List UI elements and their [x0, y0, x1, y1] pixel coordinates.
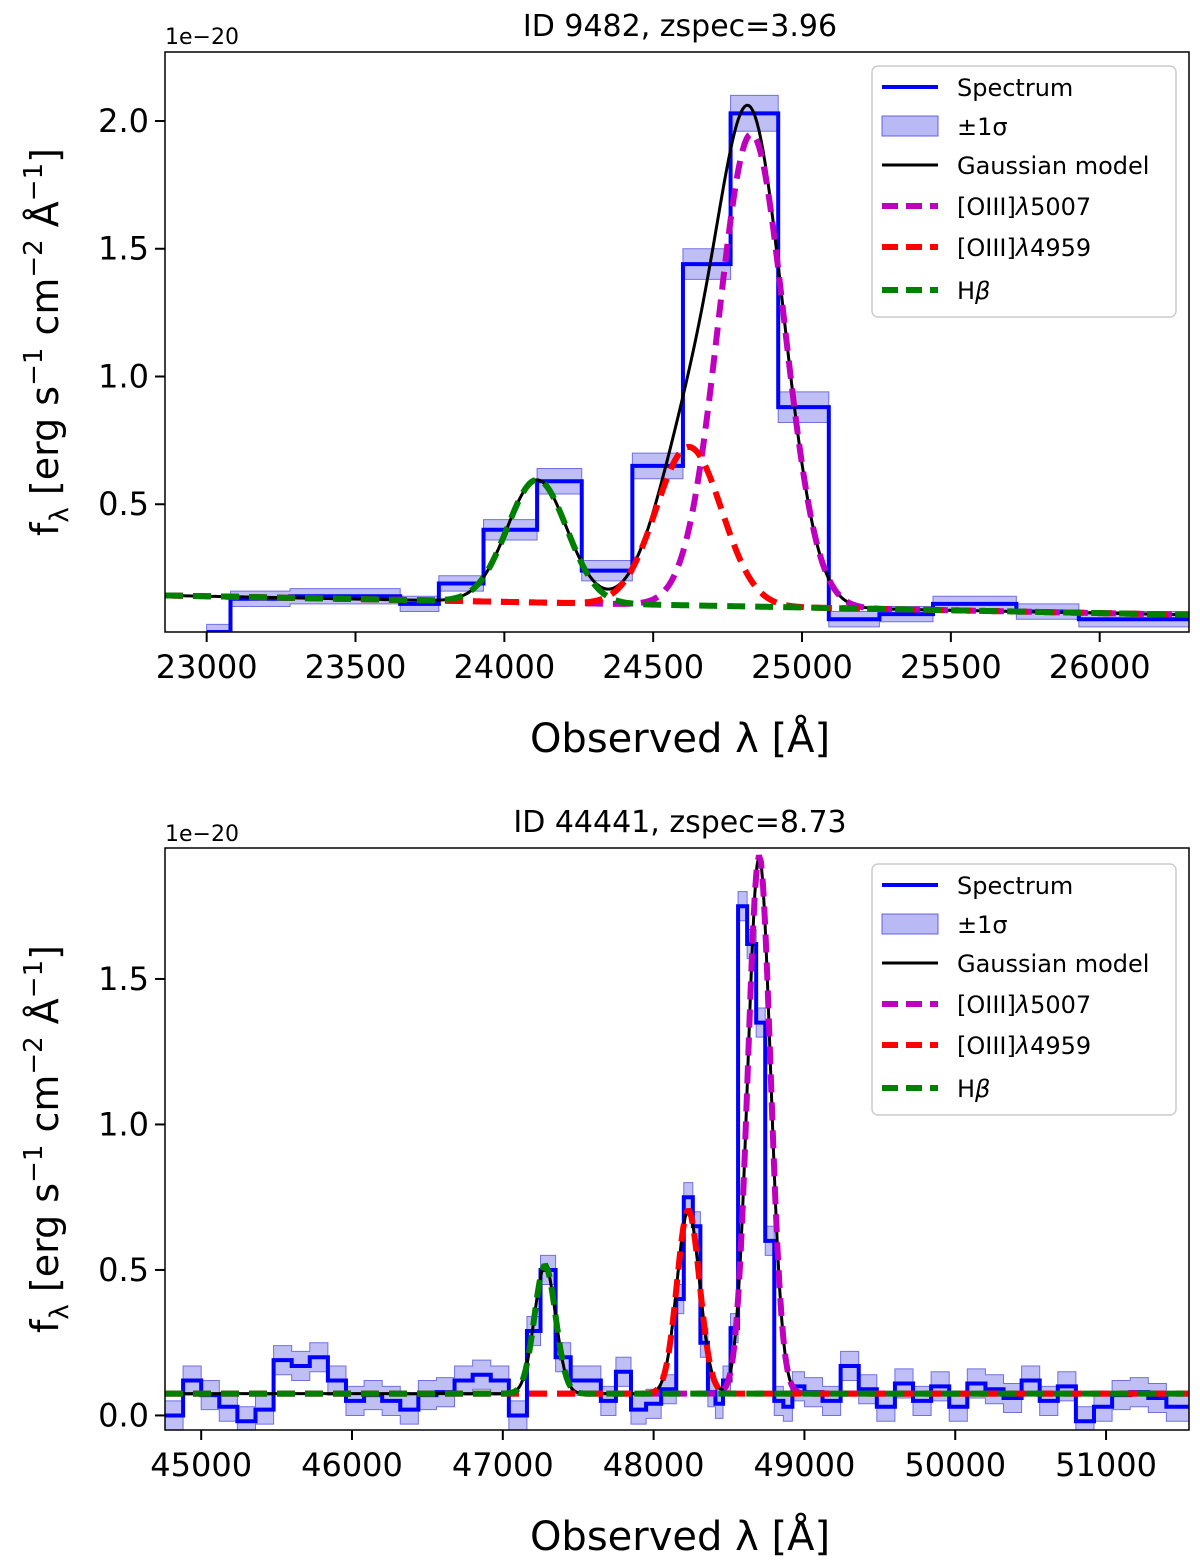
x-tick-label: 23500: [305, 648, 407, 686]
y-tick-label: 1.5: [98, 230, 149, 268]
legend-key-sigma: [881, 115, 939, 137]
y-tick-label: 0.5: [98, 1251, 149, 1289]
x-axis: 45000 46000 47000 48000 49000 50000 51000: [150, 1430, 1157, 1484]
legend-label-hbeta: Hβ: [957, 277, 990, 305]
axes-frame: [164, 51, 1190, 633]
y-tick-label: 0.5: [98, 485, 149, 523]
y-axis: 0.0 0.5 1.0 1.5: [98, 960, 165, 1434]
legend-label-sigma: ±1σ: [957, 911, 1008, 939]
panel-id-44441: ID 44441, zspec=8.73 1e−20 45000 46000 470…: [19, 805, 1190, 1560]
x-tick-label: 49000: [754, 1446, 856, 1484]
y-tick-label: 2.0: [98, 102, 149, 140]
panel-title: ID 44441, zspec=8.73: [513, 805, 846, 840]
panel-id-9482: ID 9482, zspec=3.96 1e−20 23000 23500 2400…: [19, 9, 1190, 762]
legend-box: [871, 65, 1177, 318]
axes-frame: [164, 847, 1190, 1431]
panel-title: ID 9482, zspec=3.96: [523, 9, 837, 44]
x-tick-label: 25000: [751, 648, 853, 686]
x-tick-label: 25500: [900, 648, 1002, 686]
y-axis-label: fλ [erg s−1 cm−2 Å−1]: [19, 148, 75, 536]
offset-text: 1e−20: [165, 25, 239, 50]
legend-label-hbeta: Hβ: [957, 1075, 990, 1103]
y-tick-label: 1.5: [98, 960, 149, 998]
legend-label-sigma: ±1σ: [957, 113, 1008, 141]
legend-label-model: Gaussian model: [957, 950, 1149, 978]
legend: Spectrum ±1σ Gaussian model [OIII]λ5007 …: [871, 65, 1177, 318]
hbeta-component-line: [165, 1262, 1189, 1397]
x-tick-label: 47000: [452, 1446, 554, 1484]
x-tick-label: 24000: [453, 648, 555, 686]
legend-key-sigma: [881, 913, 939, 935]
x-tick-label: 46000: [301, 1446, 403, 1484]
x-tick-label: 48000: [603, 1446, 705, 1484]
y-tick-label: 1.0: [98, 357, 149, 395]
x-tick-label: 23000: [156, 648, 258, 686]
x-tick-label: 51000: [1055, 1446, 1157, 1484]
x-tick-label: 50000: [904, 1446, 1006, 1484]
spectrum-curves: [165, 854, 1189, 1424]
legend: Spectrum ±1σ Gaussian model [OIII]λ5007 …: [871, 863, 1177, 1116]
x-axis: 23000 23500 24000 24500 25000 25500 26000: [156, 632, 1151, 686]
legend-label-oiii4959: [OIII]λ4959: [957, 1032, 1091, 1060]
legend-label-model: Gaussian model: [957, 152, 1149, 180]
y-axis: 0.5 1.0 1.5 2.0: [98, 102, 165, 523]
y-axis-label: fλ [erg s−1 cm−2 Å−1]: [19, 945, 75, 1333]
legend-label-spectrum: Spectrum: [957, 872, 1073, 900]
hbeta-component-line: [165, 476, 1189, 618]
x-tick-label: 26000: [1049, 648, 1151, 686]
y-tick-label: 0.0: [98, 1396, 149, 1434]
x-axis-label: Observed λ [Å]: [530, 1512, 830, 1560]
x-axis-label: Observed λ [Å]: [530, 714, 830, 762]
x-tick-label: 45000: [150, 1446, 252, 1484]
legend-box: [871, 863, 1177, 1116]
spectrum-line: [165, 904, 1189, 1424]
legend-label-oiii5007: [OIII]λ5007: [957, 193, 1091, 221]
legend-label-oiii4959: [OIII]λ4959: [957, 234, 1091, 262]
y-tick-label: 1.0: [98, 1105, 149, 1143]
legend-label-oiii5007: [OIII]λ5007: [957, 991, 1091, 1019]
legend-label-spectrum: Spectrum: [957, 74, 1073, 102]
offset-text: 1e−20: [165, 822, 239, 847]
spectrum-curves: [165, 103, 1189, 632]
x-tick-label: 24500: [602, 648, 704, 686]
